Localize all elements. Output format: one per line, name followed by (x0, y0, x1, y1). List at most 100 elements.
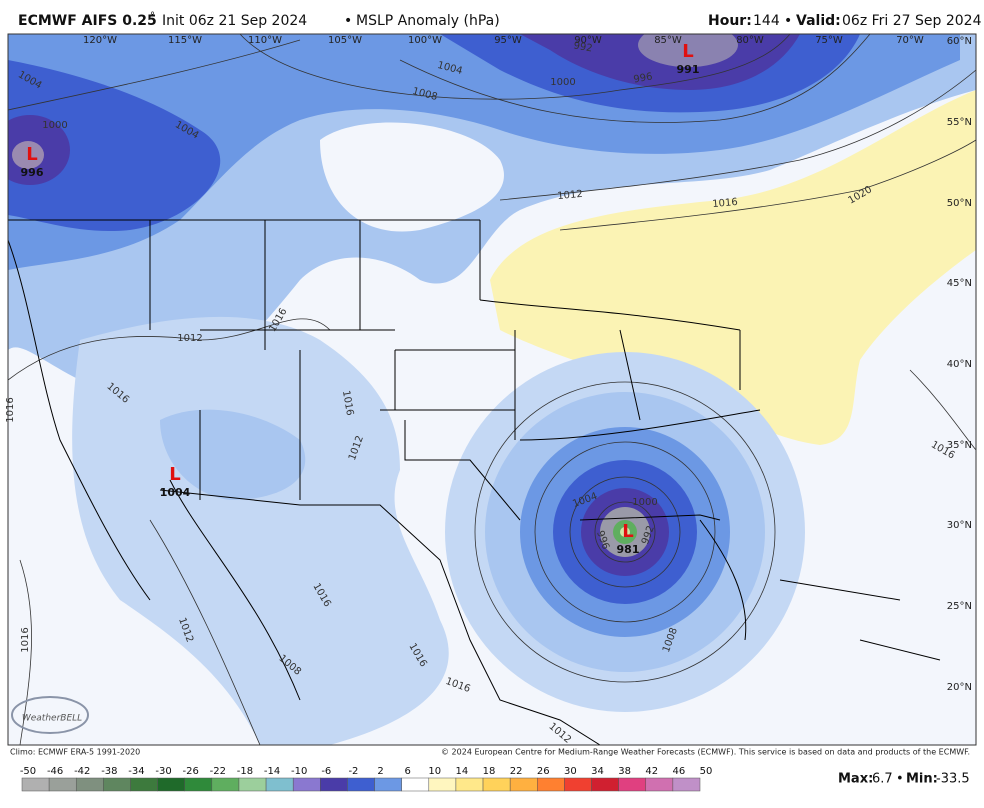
colorbar-swatch (103, 777, 131, 792)
latitude-label: 55°N (947, 117, 972, 128)
colorbar-swatch (645, 777, 674, 792)
isobar-label: 1012 (557, 189, 583, 202)
colorbar-swatch (347, 777, 375, 792)
colorbar-swatch (509, 777, 538, 792)
colorbar-tick: -38 (101, 766, 117, 777)
low-symbol: L (169, 464, 180, 485)
isobar-label: 1016 (5, 397, 16, 422)
colorbar-tick: 50 (700, 766, 713, 777)
colorbar-tick: 10 (428, 766, 441, 777)
colorbar-tick: -2 (348, 766, 358, 777)
separator: • (344, 13, 352, 29)
longitude-label: 110°W (248, 35, 282, 46)
colorbar-swatch (401, 777, 430, 792)
colorbar-tick: -46 (47, 766, 63, 777)
low-symbol: L (26, 144, 37, 165)
colorbar-swatch (157, 777, 185, 792)
hour-label: Hour: (708, 13, 752, 29)
latitude-label: 25°N (947, 601, 972, 612)
colorbar-swatch (320, 777, 348, 792)
colorbar-swatch (672, 777, 701, 792)
colorbar-tick: 30 (564, 766, 577, 777)
isobar-label: 1000 (550, 77, 575, 88)
colorbar-tick: 18 (483, 766, 496, 777)
valid: 06z Fri 27 Sep 2024 (842, 13, 982, 29)
header: ECMWF AIFS 0.25 ° Init 06z 21 Sep 2024 •… (18, 11, 982, 29)
colorbar-swatch (75, 777, 104, 792)
isobar-label: 1016 (20, 627, 31, 652)
separator: • (784, 13, 792, 29)
colorbar-tick: -6 (321, 766, 331, 777)
colorbar-swatch (130, 777, 158, 792)
isobar-label: 992 (573, 40, 594, 54)
low-value: 1004 (160, 486, 191, 499)
colorbar-tick: 22 (510, 766, 523, 777)
longitude-label: 90°W (574, 35, 602, 46)
colorbar-swatch (455, 777, 484, 792)
colorbar-swatch (184, 777, 213, 792)
colorbar-tick: 26 (537, 766, 550, 777)
map: 120°W 115°W 110°W 105°W 100°W 95°W 90°W 85°W 80°… (5, 33, 977, 746)
max-label: Max: (838, 772, 873, 787)
colorbar-tick: 2 (377, 766, 383, 777)
longitude-label: 85°W (654, 35, 682, 46)
low-symbol: L (622, 521, 633, 542)
climo: Climo: ECMWF ERA-5 1991-2020 (10, 748, 140, 757)
low-value: 981 (617, 543, 640, 556)
min: -33.5 (936, 772, 970, 787)
low-symbol: L (682, 41, 693, 62)
colorbar-tick: 38 (618, 766, 631, 777)
isobar-label: 1000 (42, 120, 67, 131)
colorbar-swatch (537, 777, 565, 792)
colorbar-tick: 6 (404, 766, 410, 777)
isobar-label: 996 (633, 71, 654, 85)
colorbar-tick: 14 (456, 766, 469, 777)
colorbar-tick: -30 (155, 766, 171, 777)
latitude-label: 30°N (947, 520, 972, 531)
logo-text: WeatherBELL (22, 714, 82, 724)
longitude-label: 75°W (815, 35, 843, 46)
longitude-label: 115°W (168, 35, 202, 46)
low-value: 996 (21, 166, 44, 179)
latitude-label: 40°N (947, 359, 972, 370)
colorbar-swatch (48, 777, 77, 792)
min-label: Min: (906, 772, 938, 787)
logo: WeatherBELL (11, 696, 89, 734)
longitude-label: 100°W (408, 35, 442, 46)
longitude-label: 120°W (83, 35, 117, 46)
latitude-label: 50°N (947, 198, 972, 209)
colorbar-swatch (618, 777, 647, 792)
colorbar-tick: 46 (673, 766, 686, 777)
degree: ° (150, 11, 155, 22)
valid-label: Valid: (796, 13, 841, 29)
init: Init 06z 21 Sep 2024 (162, 13, 307, 29)
colorbar-tick: 34 (591, 766, 604, 777)
longitude-label: 80°W (736, 35, 764, 46)
colorbar-swatch (374, 777, 402, 792)
colorbar-swatch (292, 777, 321, 792)
footer: Climo: ECMWF ERA-5 1991-2020 © 2024 Euro… (10, 748, 970, 787)
max: 6.7 (872, 772, 893, 787)
isobar-label: 1000 (632, 497, 657, 508)
colorbar-swatch (482, 777, 511, 792)
latitude-label: 60°N (947, 36, 972, 47)
colorbar-swatch (591, 777, 619, 792)
colorbar-swatch (265, 777, 294, 792)
colorbar-tick: -26 (183, 766, 199, 777)
colorbar-tick: -18 (237, 766, 253, 777)
colorbar-swatch (21, 777, 50, 792)
hour: 144 (753, 13, 780, 29)
product: MSLP Anomaly (hPa) (356, 13, 500, 29)
colorbar-swatch (564, 777, 592, 792)
longitude-label: 70°W (896, 35, 924, 46)
colorbar-tick: -10 (291, 766, 307, 777)
colorbar-tick: -14 (264, 766, 280, 777)
isobar-label: 1012 (177, 333, 202, 344)
colorbar-tick: -34 (128, 766, 144, 777)
colorbar-tick: -50 (20, 766, 36, 777)
colorbar-tick: -42 (74, 766, 90, 777)
separator: • (896, 772, 904, 787)
low-value: 991 (677, 63, 700, 76)
colorbar-swatch (211, 777, 240, 792)
